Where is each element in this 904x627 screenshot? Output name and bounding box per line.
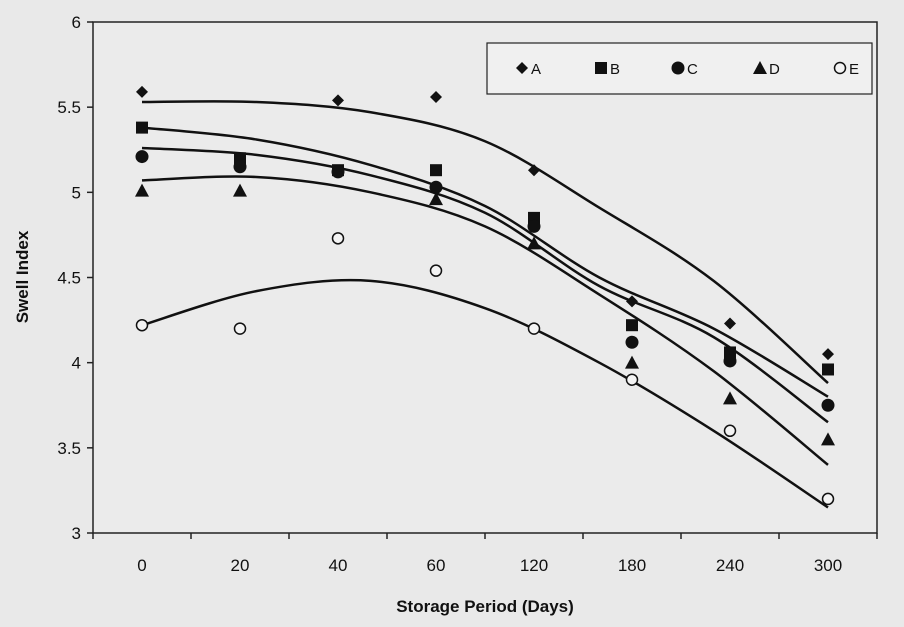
trendline-c <box>141 146 829 424</box>
data-point-a <box>430 90 442 103</box>
legend-marker-c <box>671 61 685 75</box>
data-point-c <box>723 354 737 368</box>
data-point-d <box>821 432 835 446</box>
y-axis-title: Swell Index <box>13 230 32 323</box>
data-point-c <box>331 165 345 179</box>
trendline-d <box>141 175 829 466</box>
data-point-b <box>136 121 148 134</box>
legend-marker-d <box>753 61 767 74</box>
data-point-c <box>821 398 835 412</box>
legend-marker-b <box>595 62 607 74</box>
legend-label-b: B <box>610 61 620 78</box>
y-tick-label: 3.5 <box>57 439 81 458</box>
x-axis: 0 20 40 60 120 180 240 300 <box>92 533 878 575</box>
data-point-d <box>135 183 149 197</box>
y-tick-label: 3 <box>72 524 81 543</box>
trendline-b <box>141 126 829 398</box>
legend-label-c: C <box>687 61 698 78</box>
data-point-e <box>429 264 443 277</box>
legend: A B C D E <box>486 42 873 95</box>
y-tick-label: 5 <box>72 183 81 202</box>
x-tick-label: 0 <box>137 556 146 575</box>
y-tick-label: 6 <box>72 13 81 32</box>
x-axis-title: Storage Period (Days) <box>396 597 574 616</box>
y-tick-label: 4.5 <box>57 269 81 288</box>
data-point-e <box>625 373 639 386</box>
legend-label-d: D <box>769 61 780 78</box>
data-point-c <box>429 180 443 194</box>
data-point-e <box>821 492 835 506</box>
x-tick-label: 240 <box>716 556 744 575</box>
data-point-a <box>136 85 148 98</box>
data-point-d <box>233 183 247 197</box>
legend-marker-a <box>516 62 528 74</box>
x-tick-label: 180 <box>618 556 646 575</box>
data-point-b <box>430 164 442 177</box>
plot-area <box>92 21 878 534</box>
data-point-c <box>135 150 149 164</box>
data-point-a <box>822 348 834 361</box>
y-tick-label: 5.5 <box>57 98 81 117</box>
data-point-c <box>527 219 541 233</box>
data-point-b <box>626 319 638 332</box>
data-point-e <box>135 318 149 332</box>
data-point-a <box>332 94 344 107</box>
data-point-a <box>528 164 540 177</box>
legend-label-e: E <box>849 61 859 78</box>
data-point-e <box>723 424 737 438</box>
x-tick-label: 60 <box>427 556 446 575</box>
data-point-e <box>527 322 541 335</box>
x-tick-label: 20 <box>231 556 250 575</box>
data-point-d <box>625 355 639 369</box>
x-tick-label: 120 <box>520 556 548 575</box>
data-point-a <box>724 317 736 330</box>
y-axis: 3 3.5 4 4.5 5 5.5 6 <box>57 13 93 543</box>
data-point-c <box>233 160 247 174</box>
trendlines <box>141 100 829 509</box>
data-point-d <box>723 391 737 405</box>
data-point-d <box>429 192 443 206</box>
trendline-a <box>141 100 829 385</box>
legend-label-a: A <box>531 61 541 78</box>
data-point-a <box>626 295 638 308</box>
y-tick-label: 4 <box>72 354 81 373</box>
x-tick-label: 300 <box>814 556 842 575</box>
data-point-e <box>331 232 345 245</box>
legend-marker-e <box>833 61 847 75</box>
data-point-e <box>233 322 247 335</box>
trendline-e <box>141 278 829 509</box>
data-points <box>135 85 835 506</box>
data-point-b <box>822 363 834 376</box>
data-point-d <box>527 236 541 250</box>
x-tick-label: 40 <box>329 556 348 575</box>
data-point-c <box>625 335 639 349</box>
